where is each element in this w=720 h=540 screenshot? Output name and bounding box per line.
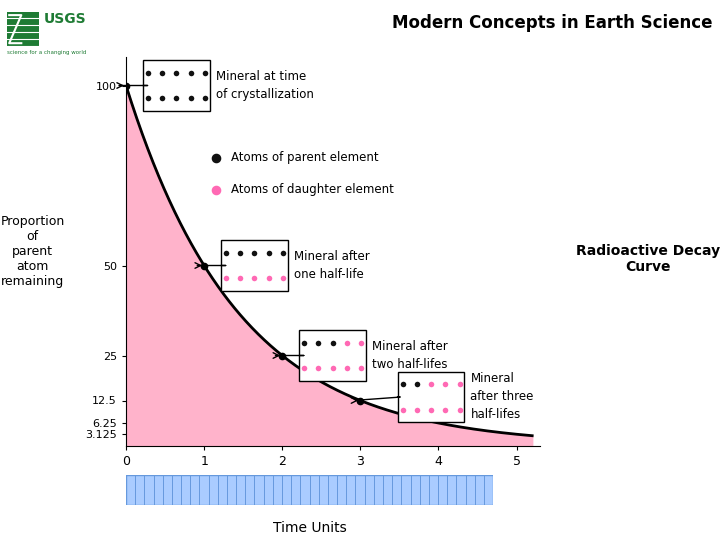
Point: [411, 380, 423, 389]
Point: [356, 364, 367, 373]
Text: Radioactive Decay
Curve: Radioactive Decay Curve: [576, 244, 720, 274]
Point: [235, 274, 246, 282]
Point: [454, 405, 465, 414]
Point: [142, 69, 153, 77]
Text: Proportion
of
parent
atom
remaining: Proportion of parent atom remaining: [0, 214, 65, 288]
FancyBboxPatch shape: [221, 240, 288, 291]
Point: [312, 339, 324, 347]
Point: [210, 153, 222, 162]
Point: [411, 405, 423, 414]
Point: [248, 248, 260, 257]
Text: USGS: USGS: [43, 12, 86, 26]
Text: Mineral at time: Mineral at time: [216, 70, 306, 83]
Point: [298, 364, 310, 373]
Point: [341, 364, 353, 373]
FancyBboxPatch shape: [398, 372, 464, 422]
Point: [439, 405, 451, 414]
Point: [199, 69, 211, 77]
Point: [439, 380, 451, 389]
Point: [341, 339, 353, 347]
Point: [426, 380, 437, 389]
Point: [263, 248, 274, 257]
Point: [277, 274, 289, 282]
Point: [171, 94, 182, 103]
Point: [277, 248, 289, 257]
Point: [156, 69, 168, 77]
Point: [327, 364, 338, 373]
Text: Atoms of parent element: Atoms of parent element: [231, 151, 379, 164]
Point: [263, 274, 274, 282]
Point: [397, 405, 408, 414]
Point: [220, 248, 232, 257]
Point: [356, 339, 367, 347]
Point: [185, 69, 197, 77]
Text: Time Units: Time Units: [273, 521, 346, 535]
Text: science for a changing world: science for a changing world: [7, 50, 86, 55]
FancyBboxPatch shape: [7, 12, 40, 46]
Point: [156, 94, 168, 103]
Text: half-lifes: half-lifes: [470, 408, 521, 421]
Point: [171, 69, 182, 77]
Text: Modern Concepts in Earth Science: Modern Concepts in Earth Science: [392, 14, 713, 31]
Point: [220, 274, 232, 282]
Point: [327, 339, 338, 347]
FancyBboxPatch shape: [143, 60, 210, 111]
Point: [454, 380, 465, 389]
Text: Atoms of daughter element: Atoms of daughter element: [231, 184, 395, 197]
Point: [199, 94, 211, 103]
Text: Mineral: Mineral: [470, 373, 514, 386]
Text: Mineral after: Mineral after: [294, 250, 369, 263]
Text: after three: after three: [470, 390, 534, 403]
Point: [142, 94, 153, 103]
Point: [426, 405, 437, 414]
Point: [235, 248, 246, 257]
Text: two half-lifes: two half-lifes: [372, 358, 448, 371]
Point: [185, 94, 197, 103]
Text: of crystallization: of crystallization: [216, 88, 314, 101]
Text: Mineral after: Mineral after: [372, 340, 448, 353]
Point: [248, 274, 260, 282]
Point: [298, 339, 310, 347]
Point: [397, 380, 408, 389]
FancyBboxPatch shape: [300, 330, 366, 381]
Text: one half-life: one half-life: [294, 268, 364, 281]
Point: [210, 186, 222, 194]
Point: [312, 364, 324, 373]
